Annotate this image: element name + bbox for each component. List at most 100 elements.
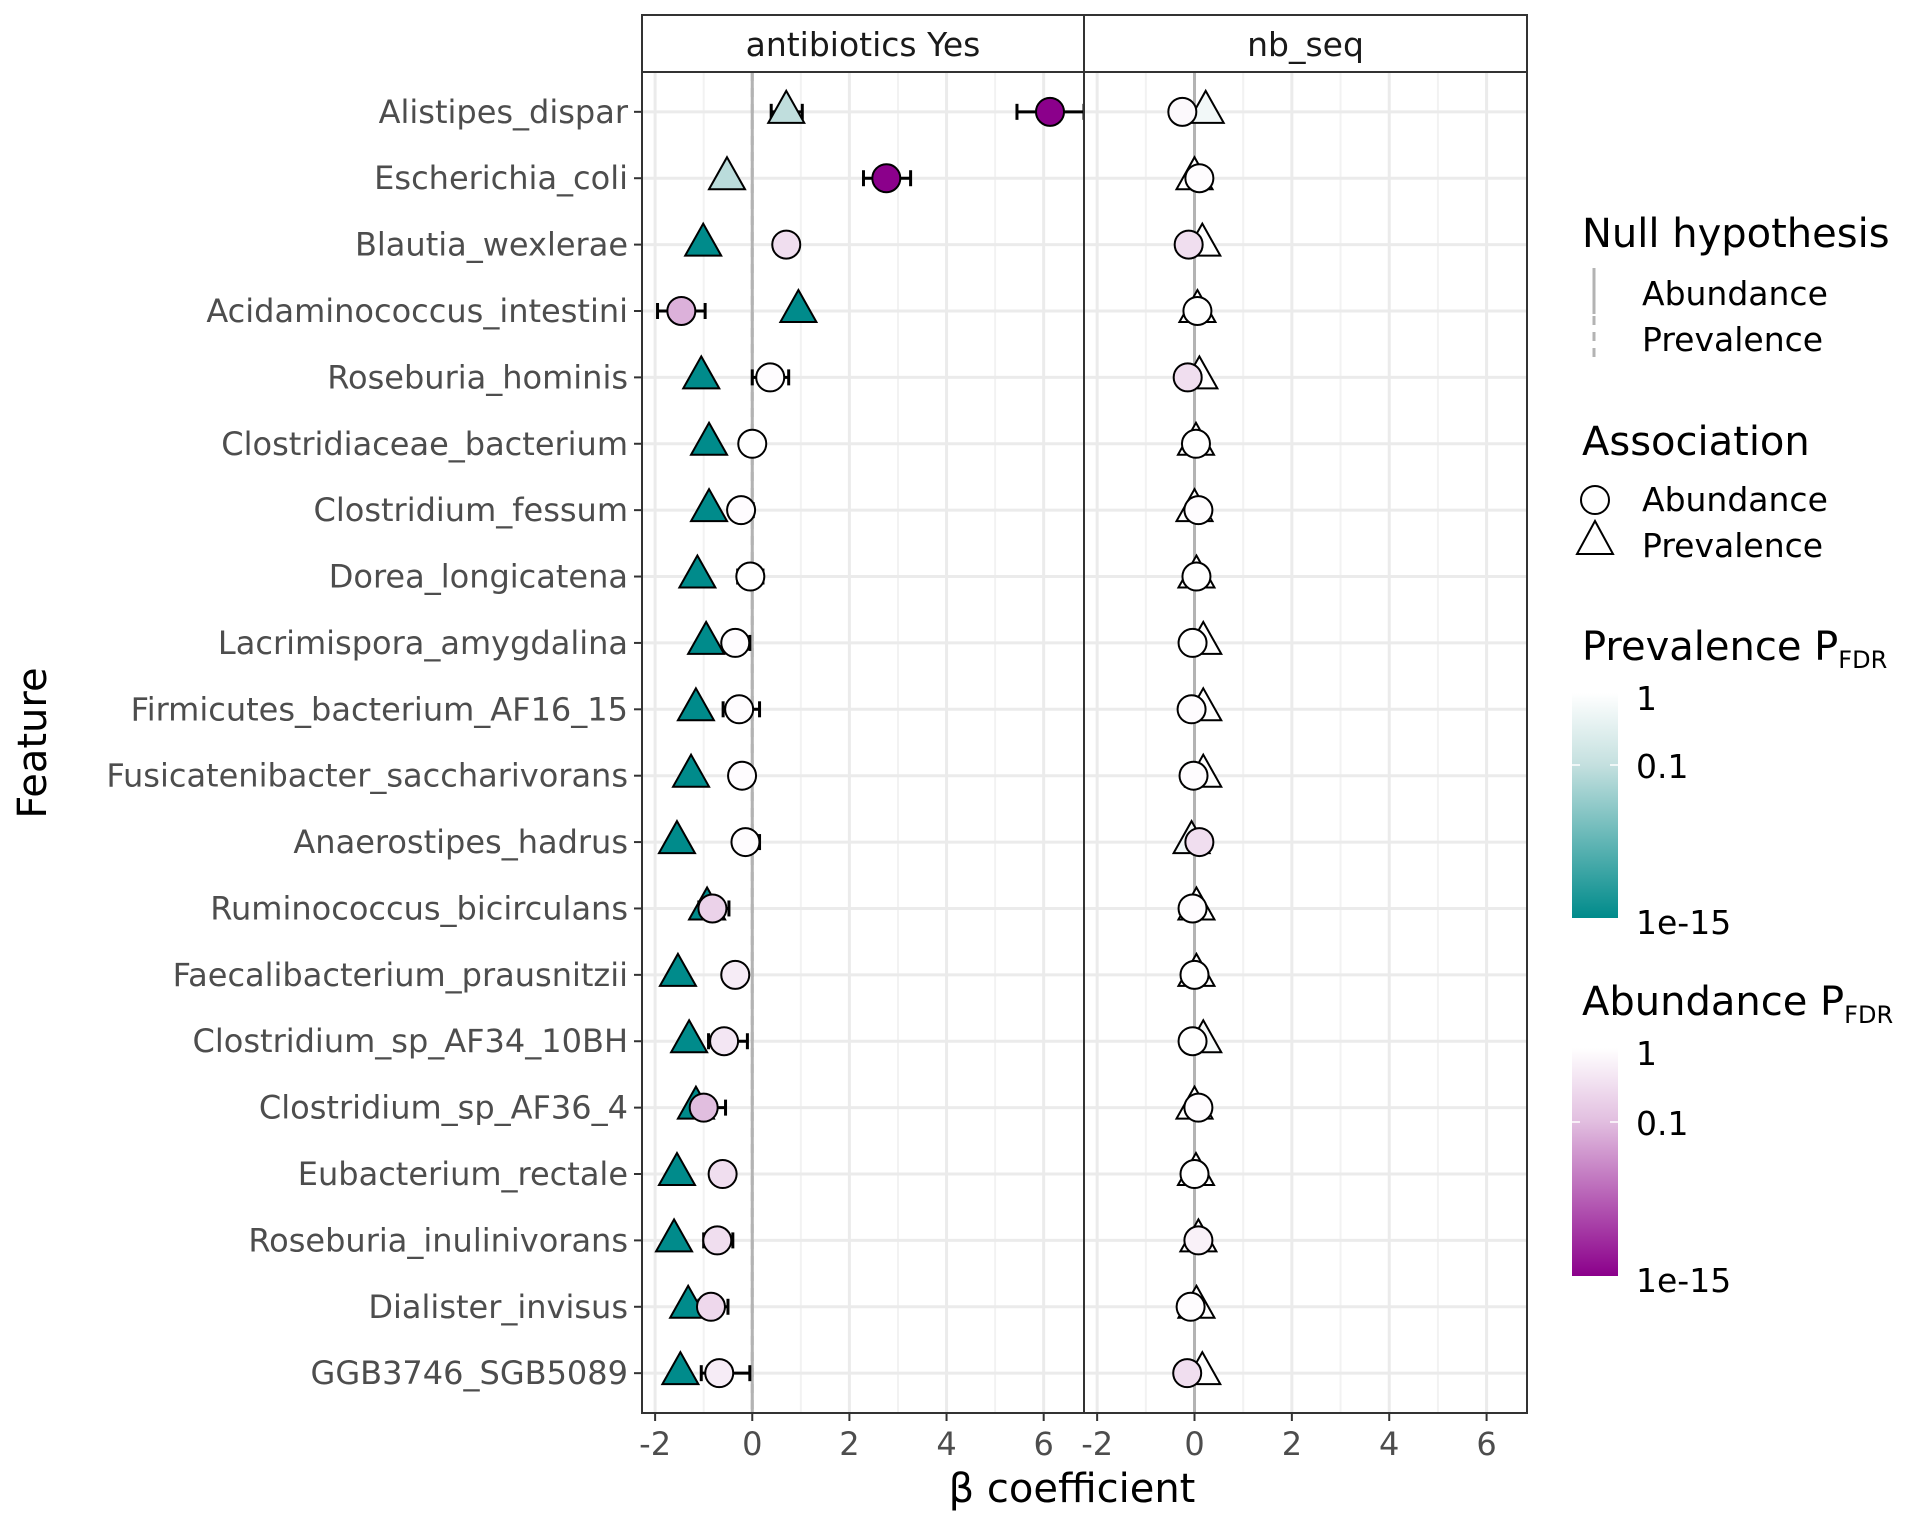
legend-label-assoc-abundance: Abundance bbox=[1642, 480, 1828, 519]
prevalence-point bbox=[681, 354, 721, 390]
x-tick-label: 0 bbox=[742, 1425, 762, 1463]
abundance-point bbox=[1183, 495, 1214, 526]
strip-background bbox=[641, 14, 1085, 73]
abundance-point bbox=[720, 959, 751, 990]
x-tick-label: 2 bbox=[1282, 1425, 1302, 1463]
prevalence-point bbox=[689, 487, 729, 523]
y-tick-label-feature: Blautia_wexlerae bbox=[355, 226, 628, 264]
abundance-point bbox=[707, 1159, 738, 1190]
prevalence-point bbox=[660, 1350, 701, 1386]
y-axis: Alistipes_dispar Escherichia_coli Blautia_… bbox=[106, 93, 642, 1392]
y-tick-label-feature: Clostridium_fessum bbox=[314, 491, 628, 529]
prevalence-point bbox=[657, 1150, 697, 1187]
y-tick-label-feature: Roseburia_inulinivorans bbox=[248, 1221, 628, 1259]
abundance-point bbox=[1172, 1358, 1203, 1389]
circle-icon bbox=[1580, 485, 1610, 515]
abundance-point bbox=[695, 1291, 726, 1322]
panel-antibiotics-yes bbox=[641, 14, 1086, 1414]
y-tick-label-feature: Fusicatenibacter_saccharivorans bbox=[106, 757, 628, 795]
abundance-point bbox=[1181, 561, 1212, 592]
abundance-point bbox=[688, 1092, 719, 1123]
panel-nb-seq bbox=[1083, 14, 1528, 1414]
abundance-point bbox=[702, 1225, 733, 1256]
legend-title-prevalence-pfdr: Prevalence PFDR bbox=[1582, 624, 1887, 674]
abundance-point bbox=[709, 1026, 740, 1057]
x-tick-label: -2 bbox=[639, 1425, 671, 1463]
prevalence-point bbox=[654, 1217, 694, 1253]
prevalence-point bbox=[683, 221, 723, 257]
abundance-point bbox=[871, 163, 902, 194]
abundance-point bbox=[1184, 163, 1215, 194]
y-tick-label-feature: GGB3746_SGB5089 bbox=[311, 1354, 628, 1392]
prevalence-point bbox=[676, 686, 716, 722]
y-tick-label-feature: Roseburia_hominis bbox=[327, 358, 628, 396]
abundance-point bbox=[1177, 627, 1208, 658]
abundance-point bbox=[1177, 893, 1208, 924]
prevalence-point bbox=[689, 420, 729, 456]
prevalence-point bbox=[669, 1018, 709, 1054]
legend-prevalence-pfdr: Prevalence PFDR 1 0.1 1e-15 bbox=[1572, 624, 1887, 942]
abundance-point bbox=[730, 827, 761, 858]
abundance-point bbox=[1035, 96, 1065, 127]
y-tick-label-feature: Acidaminococcus_intestini bbox=[206, 292, 628, 330]
abundance-point bbox=[1184, 827, 1215, 858]
y-tick-label-feature: Firmicutes_bacterium_AF16_15 bbox=[131, 690, 628, 728]
abundance-point bbox=[1182, 295, 1213, 326]
prevalence-colorbar bbox=[1572, 693, 1618, 918]
abundance-point bbox=[1180, 428, 1211, 459]
abundance-point bbox=[1176, 694, 1207, 725]
x-tick-label: 4 bbox=[936, 1425, 956, 1463]
abundance-tick-1e-15: 1e-15 bbox=[1636, 1261, 1731, 1300]
legend-title-abundance-pfdr: Abundance PFDR bbox=[1582, 979, 1893, 1029]
prevalence-point bbox=[686, 619, 726, 655]
prevalence-tick-0-1: 0.1 bbox=[1636, 747, 1688, 786]
abundance-colorbar bbox=[1572, 1048, 1618, 1276]
abundance-tick-1: 1 bbox=[1636, 1034, 1657, 1073]
legend-association: Association Abundance Prevalence bbox=[1575, 419, 1828, 565]
abundance-point bbox=[1183, 1092, 1214, 1123]
abundance-point bbox=[1177, 1026, 1208, 1057]
abundance-point bbox=[1173, 229, 1204, 260]
abundance-point bbox=[1179, 1159, 1210, 1190]
legend-label-null-abundance: Abundance bbox=[1642, 274, 1828, 313]
abundance-point bbox=[704, 1358, 735, 1389]
legend-abundance-pfdr: Abundance PFDR 1 0.1 1e-15 bbox=[1572, 979, 1893, 1300]
abundance-point bbox=[755, 362, 786, 393]
abundance-point bbox=[1167, 96, 1198, 127]
abundance-point bbox=[771, 229, 802, 260]
abundance-point bbox=[724, 694, 755, 725]
y-tick-label-feature: Clostridium_sp_AF36_4 bbox=[259, 1089, 628, 1127]
abundance-point bbox=[697, 893, 728, 924]
y-tick-label-feature: Clostridiaceae_bacterium bbox=[221, 425, 628, 463]
y-tick-label-feature: Eubacterium_rectale bbox=[298, 1155, 628, 1193]
x-tick-label: 4 bbox=[1379, 1425, 1399, 1463]
panel-background bbox=[642, 72, 1084, 1413]
abundance-tick-0-1: 0.1 bbox=[1636, 1104, 1688, 1143]
triangle-icon bbox=[1575, 518, 1615, 555]
legend-label-assoc-prevalence: Prevalence bbox=[1642, 526, 1823, 565]
y-tick-label-feature: Dialister_invisus bbox=[368, 1288, 628, 1326]
abundance-point bbox=[737, 428, 768, 459]
x-tick-label: 6 bbox=[1034, 1425, 1054, 1463]
prevalence-point bbox=[677, 553, 718, 589]
prevalence-point bbox=[707, 155, 747, 191]
strip-label-nb-seq: nb_seq bbox=[1247, 25, 1364, 64]
x-axis: -2 0 2 4 6 -2 0 2 4 6 bbox=[639, 1413, 1497, 1463]
abundance-point bbox=[1179, 959, 1210, 990]
x-axis-title: β coefficient bbox=[949, 1466, 1196, 1512]
abundance-point bbox=[1172, 362, 1203, 393]
y-axis-title: Feature bbox=[10, 667, 56, 818]
x-tick-label: 2 bbox=[839, 1425, 859, 1463]
y-tick-label-feature: Clostridium_sp_AF34_10BH bbox=[193, 1022, 628, 1060]
y-tick-label-feature: Anaerostipes_hadrus bbox=[293, 823, 628, 861]
abundance-point bbox=[726, 495, 757, 526]
y-tick-label-feature: Lacrimispora_amygdalina bbox=[218, 624, 628, 662]
prevalence-point bbox=[778, 287, 819, 323]
strip-background bbox=[1083, 14, 1528, 73]
prevalence-point bbox=[671, 752, 711, 788]
prevalence-tick-1e-15: 1e-15 bbox=[1636, 903, 1731, 942]
prevalence-tick-1: 1 bbox=[1636, 679, 1657, 718]
legend-label-null-prevalence: Prevalence bbox=[1642, 320, 1823, 359]
x-tick-label: -2 bbox=[1081, 1425, 1113, 1463]
